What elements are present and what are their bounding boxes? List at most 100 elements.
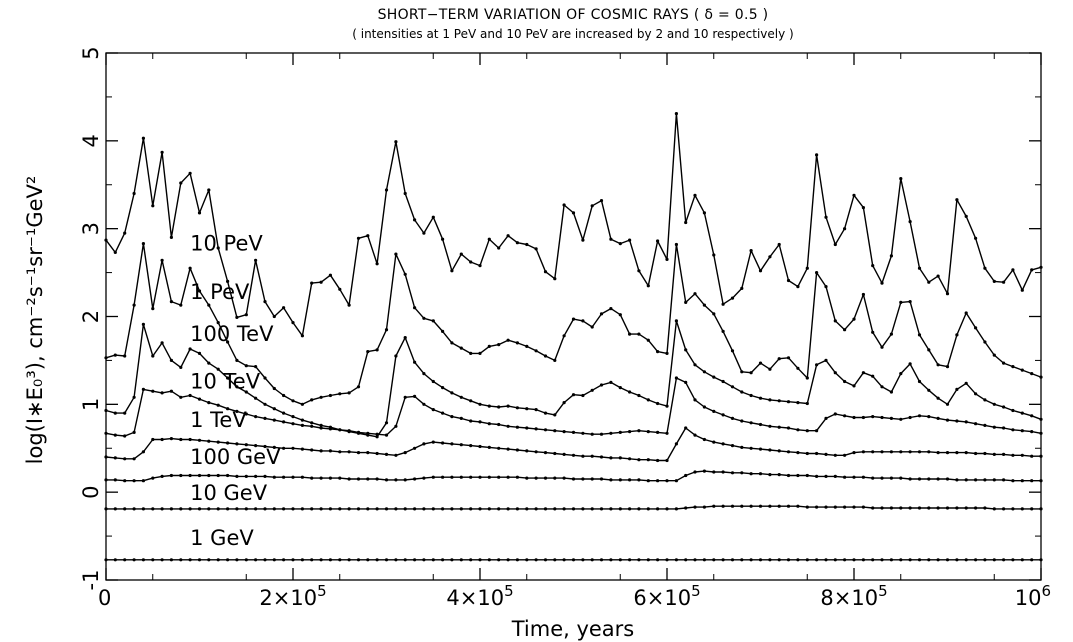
data-point-10-tev — [338, 428, 342, 432]
data-point-100-tev — [871, 374, 875, 378]
data-point-1-gev — [254, 558, 258, 562]
data-point-100-tev — [207, 361, 211, 365]
data-point-10-tev — [235, 409, 239, 413]
data-point-1-pev — [777, 357, 781, 361]
data-point-1-tev — [403, 451, 407, 455]
data-point-1-tev — [310, 448, 314, 452]
data-point-10-gev — [431, 507, 435, 511]
data-point-1-pev — [235, 358, 239, 362]
data-point-1-pev — [515, 341, 520, 345]
data-point-10-pev — [263, 300, 267, 304]
data-point-1-pev — [628, 332, 632, 336]
data-point-1-tev — [758, 447, 763, 451]
data-point-100-gev — [366, 477, 370, 481]
data-point-1-tev — [637, 458, 641, 462]
data-point-1-tev — [291, 446, 295, 450]
data-point-100-tev — [974, 392, 978, 396]
data-point-10-pev — [394, 140, 398, 144]
data-point-1-tev — [955, 451, 959, 455]
data-point-10-gev — [786, 504, 791, 508]
data-point-1-gev — [702, 558, 707, 562]
data-point-100-gev — [646, 479, 650, 483]
data-point-10-gev — [740, 504, 744, 508]
data-point-10-pev — [777, 242, 781, 247]
data-point-1-tev — [899, 450, 903, 454]
data-point-10-pev — [899, 177, 903, 181]
data-point-10-tev — [815, 429, 819, 433]
data-point-10-gev — [917, 506, 922, 510]
data-point-100-gev — [431, 475, 435, 479]
data-point-10-pev — [983, 266, 987, 270]
data-point-100-tev — [712, 375, 716, 379]
data-point-1-pev — [936, 363, 940, 367]
data-point-100-tev — [151, 354, 155, 358]
data-point-100-tev — [861, 371, 866, 375]
data-point-1-gev — [272, 558, 276, 562]
data-point-10-pev — [235, 315, 239, 319]
data-point-100-tev — [543, 411, 548, 415]
data-point-10-gev — [207, 507, 211, 511]
data-point-10-pev — [254, 258, 258, 262]
x-tick-label: 106 — [1015, 582, 1051, 610]
data-point-1-pev — [525, 344, 529, 348]
data-point-1-tev — [132, 457, 136, 461]
data-point-10-gev — [749, 504, 753, 508]
data-point-10-tev — [955, 419, 959, 423]
data-point-1-pev — [674, 242, 679, 247]
data-point-10-gev — [983, 506, 987, 510]
data-point-10-tev — [1002, 426, 1006, 430]
data-point-10-gev — [843, 505, 847, 509]
data-point-1-pev — [712, 312, 716, 316]
data-point-1-tev — [413, 446, 417, 450]
data-point-10-pev — [244, 313, 248, 317]
data-point-100-gev — [123, 479, 127, 483]
data-point-10-tev — [441, 411, 445, 415]
data-point-100-tev — [992, 402, 996, 406]
data-point-100-tev — [469, 399, 473, 403]
data-point-10-tev — [843, 414, 847, 418]
data-point-100-gev — [1039, 479, 1043, 483]
data-point-10-tev — [861, 415, 866, 420]
data-point-100-tev — [319, 423, 323, 427]
data-point-100-gev — [515, 475, 520, 479]
data-point-100-gev — [815, 474, 819, 478]
data-point-100-gev — [179, 473, 183, 478]
data-point-10-pev — [628, 238, 632, 242]
data-point-1-tev — [300, 447, 304, 451]
data-point-100-gev — [637, 478, 641, 482]
data-point-1-pev — [871, 330, 875, 334]
data-point-10-tev — [226, 407, 230, 411]
data-point-10-gev — [927, 506, 931, 510]
data-point-1-pev — [441, 329, 445, 333]
data-point-10-pev — [179, 181, 183, 185]
data-point-10-tev — [796, 428, 800, 432]
data-point-10-pev — [702, 211, 707, 215]
data-point-10-pev — [515, 241, 520, 245]
data-point-10-gev — [263, 507, 267, 511]
data-point-10-pev — [1039, 265, 1043, 269]
data-point-10-gev — [581, 507, 585, 511]
data-point-10-tev — [936, 416, 940, 420]
data-point-100-tev — [384, 421, 389, 425]
data-point-10-gev — [151, 507, 155, 511]
x-axis: 0 2×105 4×105 6×105 8×105 106 — [98, 53, 1051, 610]
data-point-100-gev — [197, 473, 202, 478]
data-point-100-tev — [169, 358, 173, 362]
data-point-1-pev — [497, 343, 501, 347]
data-point-100-gev — [730, 471, 735, 475]
series-10-tev — [104, 376, 1043, 438]
data-point-1-pev — [469, 351, 473, 355]
data-point-1-gev — [843, 558, 847, 562]
data-point-10-tev — [431, 408, 435, 412]
data-point-1-gev — [983, 558, 987, 562]
data-point-100-gev — [534, 476, 538, 480]
data-point-1-tev — [254, 444, 258, 448]
data-point-10-gev — [1011, 507, 1015, 511]
data-point-100-gev — [188, 473, 192, 478]
data-point-100-tev — [852, 384, 856, 388]
data-point-100-tev — [693, 363, 697, 367]
data-point-10-tev — [543, 428, 548, 432]
data-point-10-tev — [450, 415, 454, 419]
data-point-10-pev — [1011, 268, 1015, 272]
